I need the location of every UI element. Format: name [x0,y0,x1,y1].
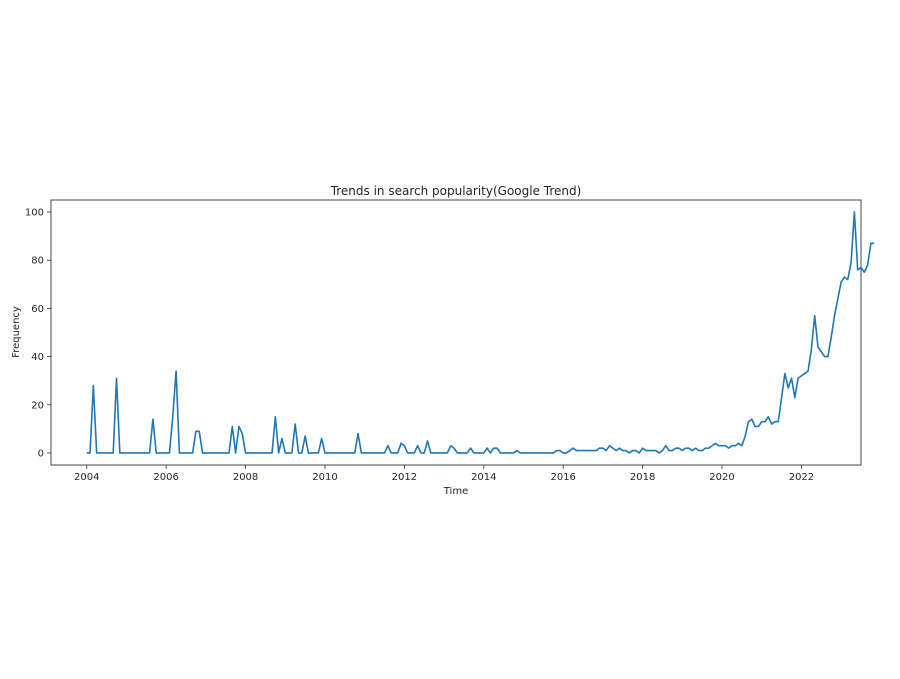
y-tick-label: 0 [38,448,44,459]
x-tick-label: 2018 [630,472,655,483]
y-tick-label: 100 [25,208,44,219]
x-tick-label: 2012 [392,472,417,483]
x-tick-label: 2020 [709,472,734,483]
x-tick-label: 2004 [74,472,99,483]
x-tick-label: 2014 [471,472,496,483]
x-tick-label: 2006 [153,472,178,483]
plot-area [50,199,862,466]
plot-frame [50,199,862,466]
chart-title: Trends in search popularity(Google Trend… [330,184,582,198]
y-tick-label: 60 [31,304,44,315]
y-tick-label: 80 [31,256,44,267]
y-tick-label: 40 [31,352,44,363]
x-axis: 2004 2006 2008 2010 2012 2014 2016 2018 2020 2022 [74,465,814,483]
y-tick-label: 20 [31,400,44,411]
y-axis: 0 20 40 60 80 100 [25,208,51,459]
x-tick-label: 2022 [789,472,814,483]
x-tick-label: 2010 [312,472,337,483]
y-axis-label: Frequency [11,306,22,358]
x-axis-label: Time [443,486,468,497]
x-tick-label: 2008 [233,472,258,483]
data-series [86,211,875,454]
x-tick-label: 2016 [550,472,575,483]
series-line [86,211,875,454]
